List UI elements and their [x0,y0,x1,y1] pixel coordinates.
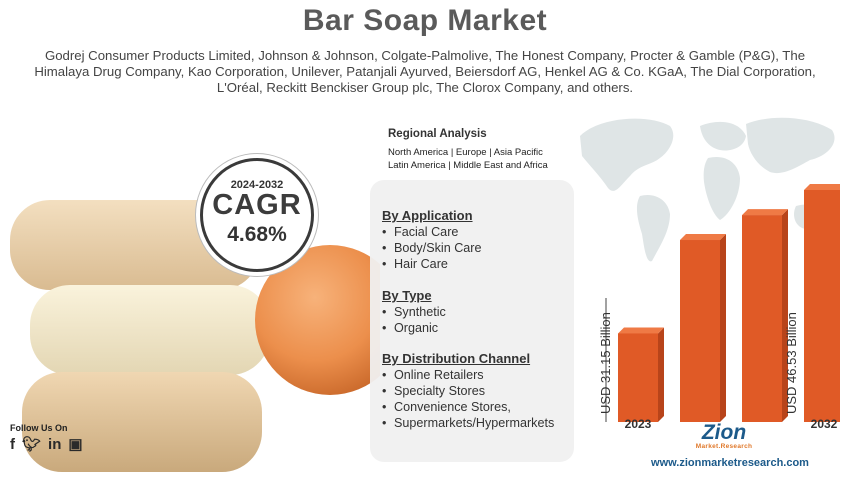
linkedin-icon[interactable]: in [48,436,62,453]
world-map-image [580,117,835,262]
segment-item: • Body/Skin Care [382,241,482,255]
logo-name: Zion [701,421,747,444]
bar-value-label: USD 31.15 Billion [598,312,613,414]
cagr-label: CAGR [212,189,302,221]
segment-item: • Hair Care [382,257,448,271]
bar-top [804,184,840,190]
website-link[interactable]: www.zionmarketresearch.com [651,457,809,469]
twitter-icon[interactable]: 🐦︎ [22,436,42,453]
segment-item: • Online Retailers [382,368,484,382]
bar-0 [618,333,658,422]
segment-heading: By Distribution Channel [382,351,531,366]
bar-top [680,234,726,241]
regional-line-2: Latin America | Middle East and Africa [388,160,548,171]
bar-side [782,209,788,422]
companies-list: Godrej Consumer Products Limited, Johnso… [34,48,816,95]
segment-item: • Facial Care [382,225,459,239]
segment-heading: By Type [382,288,432,303]
segment-application: By Application • Facial Care • Body/Skin C… [382,208,482,272]
cagr-value: 4.68% [227,223,287,246]
segment-item: • Synthetic [382,305,446,319]
x-tick-label: 2023 [625,417,652,430]
cagr-badge: 2024-2032 CAGR 4.68% [200,158,314,272]
bar-top [742,209,788,216]
bar-side [720,234,726,422]
bar-side [658,327,664,422]
page-title: Bar Soap Market [302,4,548,37]
social-links: f 🐦︎ in ▣ [10,437,83,453]
bar-3 [804,190,840,422]
segment-item: • Convenience Stores, [382,400,511,414]
segment-item: • Specialty Stores [382,384,485,398]
segment-type: By Type • Synthetic • Organic [382,288,446,336]
segmentation-panel [370,180,574,462]
bar-value-label: USD 46.53 Billion [784,312,799,414]
segment-item: • Supermarkets/Hypermarkets [382,416,555,430]
logo-subtitle: Market.Research [695,443,753,450]
follow-us-label: Follow Us On [10,423,68,433]
segment-distribution: By Distribution Channel • Online Retailer… [382,351,554,431]
market-size-bar-chart: USD 31.15 Billion 2023 USD 46.53 Billion 20… [598,184,840,430]
bar-top [618,327,664,334]
regional-heading: Regional Analysis [388,128,487,140]
x-tick-label: 2032 [811,417,838,430]
segment-heading: By Application [382,208,473,223]
instagram-icon[interactable]: ▣ [68,436,83,453]
regional-line-1: North America | Europe | Asia Pacific [388,147,543,158]
soap-bars-image [10,200,380,472]
regional-analysis: Regional Analysis North America | Europe… [388,128,588,172]
zion-logo: Zion Market.Research [690,421,758,451]
segment-item: • Organic [382,321,439,335]
facebook-icon[interactable]: f [10,436,15,453]
cagr-years: 2024-2032 [230,179,284,191]
bar-2 [742,215,782,422]
bar-1 [680,240,720,422]
